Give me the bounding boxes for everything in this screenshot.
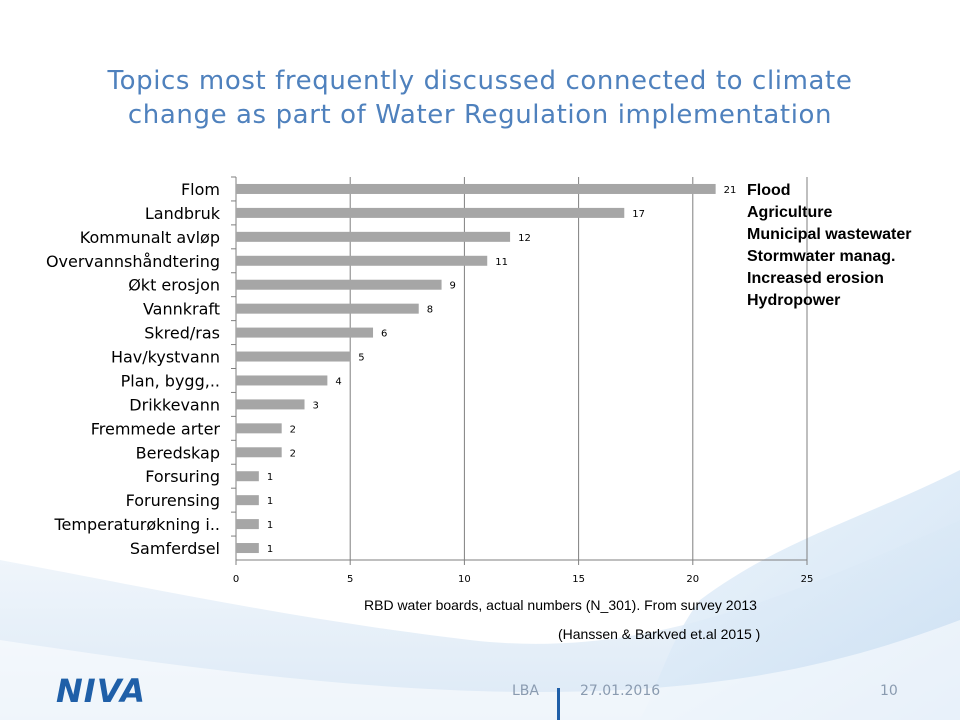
english-label: Hydropower [747,292,841,309]
bar [236,255,488,266]
category-label: Flom [181,180,220,199]
x-tick-label: 20 [686,574,699,585]
bar [236,279,442,290]
bar [236,303,419,314]
english-label: Stormwater manag. [747,248,896,265]
x-tick-label: 0 [233,574,239,585]
data-label: 12 [518,233,531,244]
bar [236,471,259,482]
english-label: Municipal wastewater [747,226,912,243]
category-label: Hav/kystvann [111,348,220,367]
data-label: 2 [290,424,296,435]
english-labels-list: Flood Agriculture Municipal wastewater S… [747,180,912,312]
citation: (Hanssen & Barkved et.al 2015 ) [558,626,761,642]
data-label: 4 [335,376,341,387]
data-label: 5 [358,353,364,364]
category-label: Forurensing [126,491,220,510]
category-label: Beredskap [136,443,220,462]
data-label: 1 [267,520,273,531]
english-label: Increased erosion [747,270,884,287]
footer-author: LBA [512,683,539,699]
data-label: 3 [313,400,319,411]
x-tick-label: 15 [572,574,585,585]
english-label: Agriculture [747,204,833,221]
data-label: 1 [267,472,273,483]
category-label: Fremmede arter [91,419,221,438]
bar [236,447,282,458]
category-label: Temperaturøkning i.. [54,515,221,534]
bar [236,183,716,194]
bar [236,327,374,338]
category-label: Overvannshåndtering [46,252,220,271]
data-label: 2 [290,448,296,459]
bar [236,375,328,386]
slide-title-line-2: change as part of Water Regulation imple… [127,100,833,130]
bar [236,351,351,362]
niva-logo: NIVA [56,672,147,710]
category-label: Økt erosjon [128,276,220,295]
category-label: Forsuring [145,467,220,486]
category-label: Drikkevann [129,395,220,414]
slide-title: Topics most frequently discussed connect… [40,64,920,132]
footer-date: 27.01.2016 [580,683,661,699]
english-label: Flood [747,182,791,199]
data-label: 17 [632,209,645,220]
bar [236,423,282,434]
data-label: 9 [450,281,456,292]
category-label: Plan, bygg,.. [121,371,220,390]
data-label: 1 [267,496,273,507]
category-label: Kommunalt avløp [80,228,220,247]
x-axis-title: RBD water boards, actual numbers (N_301)… [364,597,757,613]
category-label: Skred/ras [144,324,220,343]
data-label: 8 [427,305,433,316]
bar [236,495,259,506]
x-tick-label: 25 [801,574,814,585]
x-tick-label: 10 [458,574,471,585]
data-label: 11 [495,257,508,268]
bar [236,207,625,218]
category-label: Samferdsel [130,539,220,558]
bar [236,231,511,242]
x-tick-label: 5 [347,574,353,585]
bar [236,519,259,530]
bar [236,543,259,554]
footer-divider [557,688,560,720]
category-label: Landbruk [145,204,221,223]
data-label: 6 [381,329,387,340]
data-label: 1 [267,544,273,555]
bar [236,399,305,410]
page-number: 10 [880,683,898,699]
category-label: Vannkraft [143,300,220,319]
data-label: 21 [724,185,737,196]
slide-title-line-1: Topics most frequently discussed connect… [107,66,853,96]
